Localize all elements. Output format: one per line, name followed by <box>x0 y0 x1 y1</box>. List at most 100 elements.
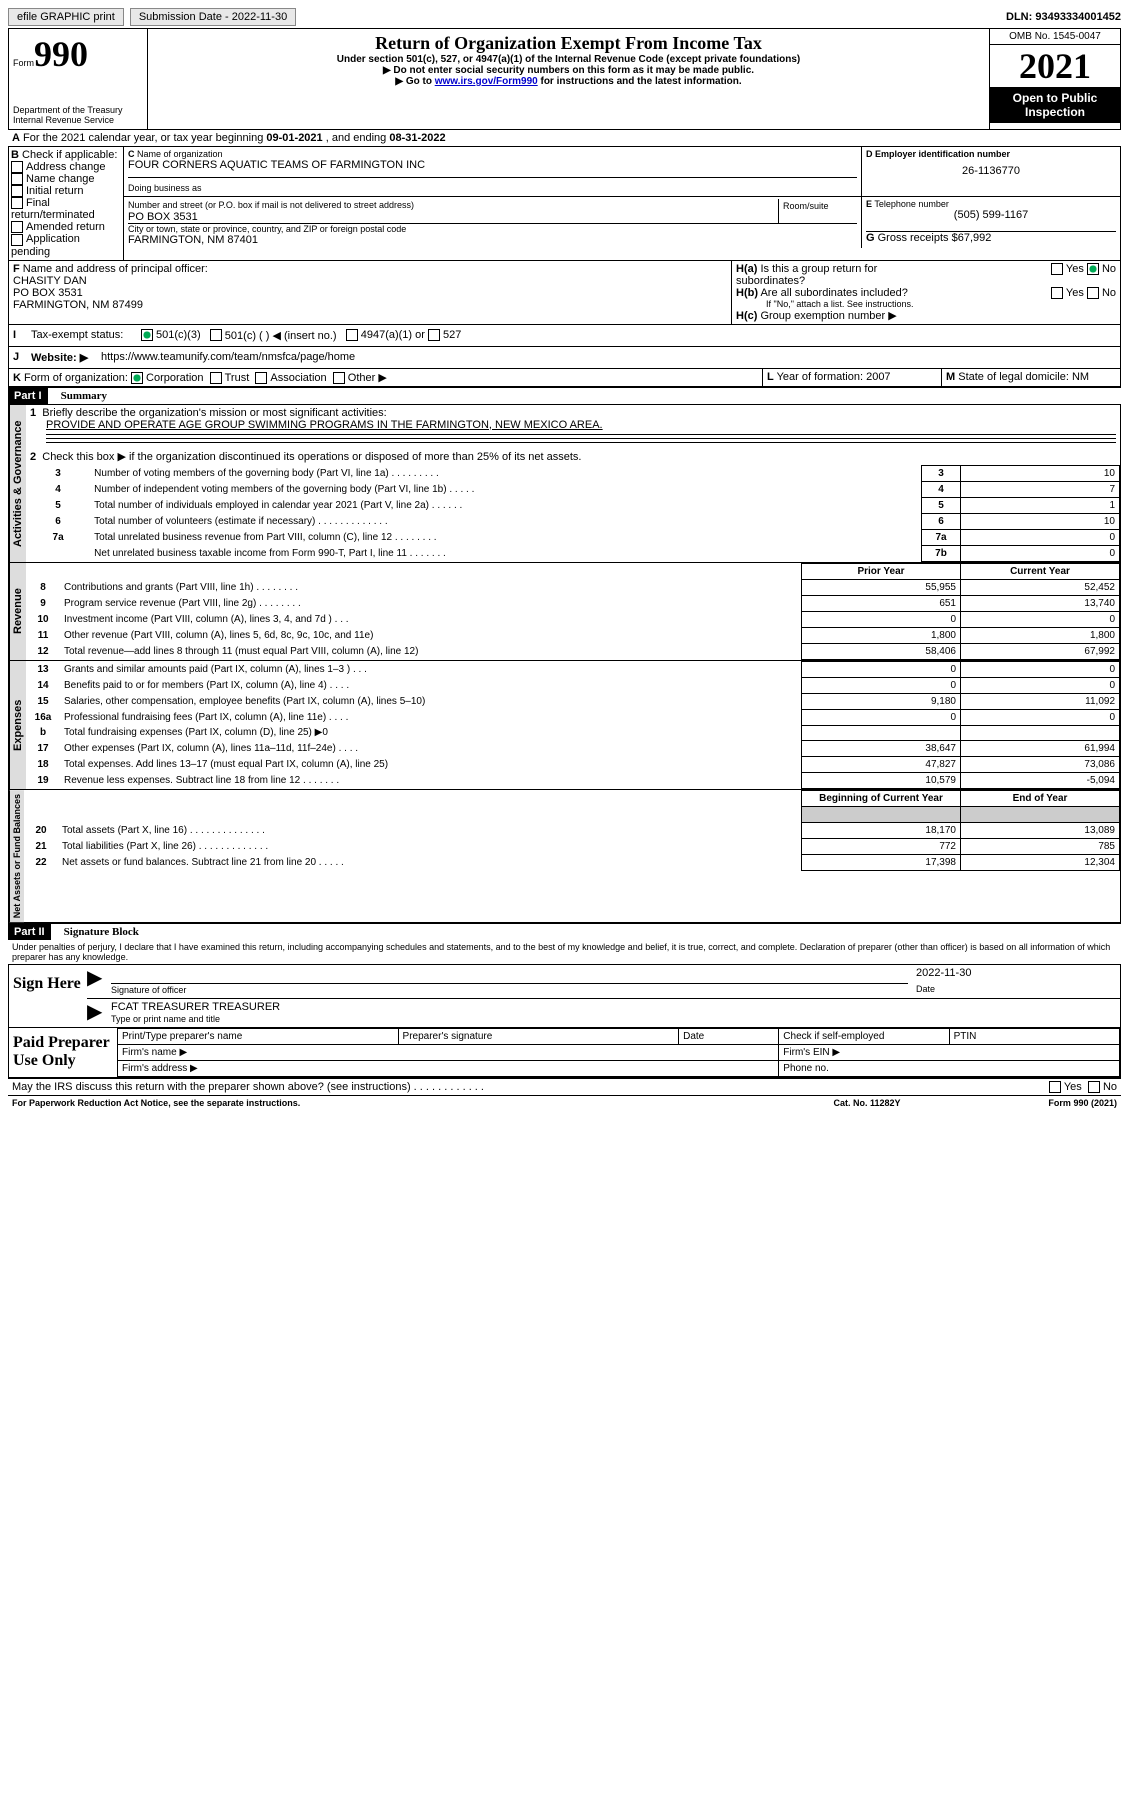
netassets-block: Net Assets or Fund Balances Beginning of… <box>8 790 1121 923</box>
G-label: Gross receipts $ <box>878 232 958 244</box>
subtitle-3a: ▶ Go to <box>395 76 434 87</box>
open-inspection: Open to Public Inspection <box>990 87 1120 123</box>
topbar: efile GRAPHIC print Submission Date - 20… <box>8 8 1121 26</box>
checkbox-other[interactable] <box>333 372 345 384</box>
checkbox-name-change[interactable] <box>11 173 23 185</box>
checkbox-ha-yes[interactable] <box>1051 263 1063 275</box>
opt-501c3: 501(c)(3) <box>156 329 201 342</box>
expenses-block: Expenses 13Grants and similar amounts pa… <box>8 661 1121 790</box>
opt-4947: 4947(a)(1) or <box>361 329 425 342</box>
checkbox-501c[interactable] <box>210 329 222 341</box>
L-label: Year of formation: <box>777 371 863 383</box>
D-label: Employer identification number <box>875 149 1010 159</box>
tab-netassets: Net Assets or Fund Balances <box>9 790 24 922</box>
officer-name: CHASITY DAN <box>13 275 727 287</box>
irs-link[interactable]: www.irs.gov/Form990 <box>435 76 538 87</box>
E-label: Telephone number <box>874 199 949 209</box>
checkbox-app-pending[interactable] <box>11 234 23 246</box>
firm-name-label: Firm's name ▶ <box>118 1044 779 1060</box>
dba-label: Doing business as <box>128 183 202 193</box>
paid-preparer-label: Paid Preparer Use Only <box>9 1028 117 1077</box>
sign-here-block: Sign Here ▶ Signature of officer 2022-11… <box>8 964 1121 1028</box>
checkbox-501c3[interactable] <box>141 329 153 341</box>
opt-501c: 501(c) ( ) ◀ (insert no.) <box>225 329 337 342</box>
ptin-label: PTIN <box>949 1028 1119 1044</box>
org-name: FOUR CORNERS AQUATIC TEAMS OF FARMINGTON… <box>128 159 857 171</box>
H-note: If "No," attach a list. See instructions… <box>736 299 1116 309</box>
paid-preparer-block: Paid Preparer Use Only Print/Type prepar… <box>8 1028 1121 1078</box>
form-title: Return of Organization Exempt From Incom… <box>152 33 985 54</box>
checkbox-4947[interactable] <box>346 329 358 341</box>
dln: DLN: 93493334001452 <box>1006 11 1121 23</box>
efile-print-button[interactable]: efile GRAPHIC print <box>8 8 124 26</box>
checkbox-corp[interactable] <box>131 372 143 384</box>
Hb-label: Are all subordinates included? <box>760 287 907 299</box>
room-label: Room/suite <box>778 199 857 223</box>
discuss-yes: Yes <box>1064 1081 1082 1093</box>
sig-date-value: 2022-11-30 <box>916 967 1116 983</box>
checkbox-discuss-yes[interactable] <box>1049 1081 1061 1093</box>
irs-label: Internal Revenue Service <box>13 115 143 125</box>
dln-label: DLN: <box>1006 11 1035 23</box>
submission-date-label: Submission Date - <box>139 11 232 23</box>
part1-body: Activities & Governance 1 Briefly descri… <box>8 404 1121 563</box>
opt-name-change: Name change <box>26 173 95 185</box>
part1-label: Part I <box>8 388 48 404</box>
checkbox-assoc[interactable] <box>255 372 267 384</box>
line-I: I Tax-exempt status: 501(c)(3) 501(c) ( … <box>8 325 1121 347</box>
part2-label: Part II <box>8 924 51 940</box>
year-formation: 2007 <box>866 371 890 383</box>
part1-title: Summary <box>51 390 107 402</box>
opt-initial-return: Initial return <box>26 185 83 197</box>
opt-trust: Trust <box>225 372 250 384</box>
checkbox-trust[interactable] <box>210 372 222 384</box>
line2-label: Check this box ▶ if the organization dis… <box>42 451 581 463</box>
governance-table: 3Number of voting members of the governi… <box>26 465 1120 562</box>
checkbox-ha-no[interactable] <box>1087 263 1099 275</box>
state-domicile: NM <box>1072 371 1089 383</box>
checkbox-address-change[interactable] <box>11 161 23 173</box>
sign-here-label: Sign Here <box>9 965 87 1027</box>
firm-addr-label: Firm's address ▶ <box>118 1060 779 1076</box>
section-B: B Check if applicable: Address change Na… <box>9 147 124 260</box>
hb-yes: Yes <box>1066 287 1084 299</box>
ha-no: No <box>1102 263 1116 275</box>
ein-value: 26-1136770 <box>866 165 1116 177</box>
line-KLM: K Form of organization: Corporation Trus… <box>8 369 1121 387</box>
subtitle-3b: for instructions and the latest informat… <box>538 76 742 87</box>
discuss-no: No <box>1103 1081 1117 1093</box>
checkbox-final-return[interactable] <box>11 197 23 209</box>
prep-date-label: Date <box>679 1028 779 1044</box>
checkbox-527[interactable] <box>428 329 440 341</box>
checkbox-initial-return[interactable] <box>11 185 23 197</box>
checkbox-hb-no[interactable] <box>1087 287 1099 299</box>
line-A-mid: , and ending <box>323 132 390 144</box>
discuss-row: May the IRS discuss this return with the… <box>8 1078 1121 1095</box>
opt-assoc: Association <box>270 372 326 384</box>
checkbox-amended[interactable] <box>11 221 23 233</box>
opt-other: Other ▶ <box>348 372 387 384</box>
org-city: FARMINGTON, NM 87401 <box>128 234 857 246</box>
city-label: City or town, state or province, country… <box>128 223 857 234</box>
submission-date-button[interactable]: Submission Date - 2022-11-30 <box>130 8 296 26</box>
checkbox-hb-yes[interactable] <box>1051 287 1063 299</box>
footer: For Paperwork Reduction Act Notice, see … <box>8 1095 1121 1110</box>
line1-label: Briefly describe the organization's miss… <box>42 407 386 419</box>
firm-phone-label: Phone no. <box>779 1060 1120 1076</box>
phone-value: (505) 599-1167 <box>866 209 1116 221</box>
part1-header: Part I Summary <box>8 387 1121 404</box>
checkbox-discuss-no[interactable] <box>1088 1081 1100 1093</box>
opt-527: 527 <box>443 329 461 342</box>
discuss-label: May the IRS discuss this return with the… <box>12 1081 1049 1093</box>
dln-value: 93493334001452 <box>1035 11 1121 23</box>
perjury-declaration: Under penalties of perjury, I declare th… <box>8 940 1121 964</box>
subtitle-1: Under section 501(c), 527, or 4947(a)(1)… <box>152 54 985 65</box>
expenses-table: 13Grants and similar amounts paid (Part … <box>26 661 1120 789</box>
submission-date-value: 2022-11-30 <box>232 11 287 23</box>
tab-revenue: Revenue <box>9 563 26 660</box>
line-J: J Website: ▶ https://www.teamunify.com/t… <box>8 347 1121 369</box>
tax-year: 2021 <box>990 45 1120 87</box>
gross-receipts: 67,992 <box>958 232 992 244</box>
sig-officer-label: Signature of officer <box>111 985 186 995</box>
paperwork-notice: For Paperwork Reduction Act Notice, see … <box>12 1098 767 1108</box>
